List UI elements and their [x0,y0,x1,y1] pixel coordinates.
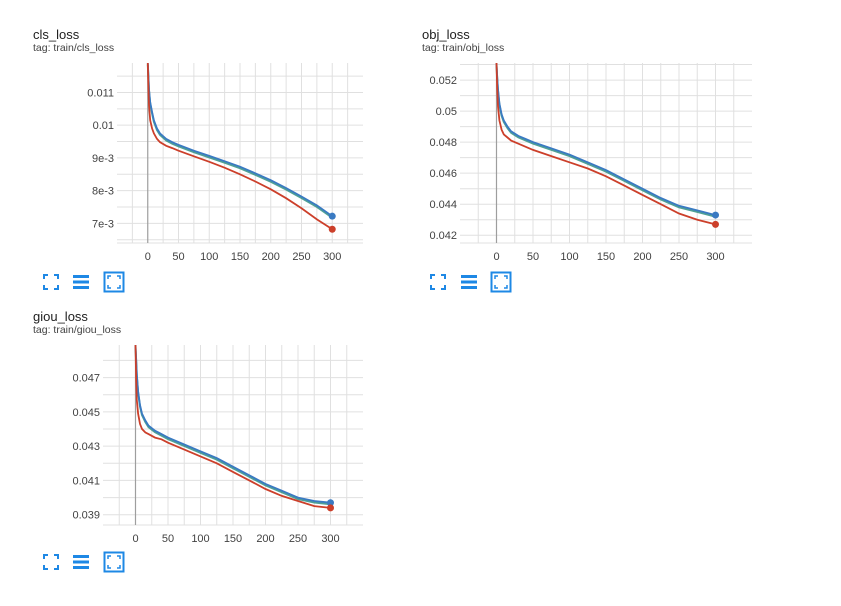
chart-tag: tag: train/cls_loss [33,42,115,54]
y-tick-label: 0.05 [436,106,457,118]
chart-title: obj_loss [422,27,470,42]
x-tick-label: 0 [493,251,499,263]
fullscreen-icon [430,274,446,290]
toggle-data-button[interactable] [71,272,91,292]
fit-domain-button[interactable] [490,271,512,293]
series-line-run_red[interactable] [146,62,333,231]
x-tick-label: 200 [633,251,651,263]
toggle-data-button[interactable] [459,272,479,292]
y-tick-label: 0.042 [429,230,457,242]
x-tick-label: 50 [527,251,539,263]
y-tick-label: 0.043 [72,441,100,453]
chart-tag: tag: train/obj_loss [422,42,505,54]
fit-domain-button[interactable] [103,271,125,293]
chart-card-cls-loss: cls_loss tag: train/cls_loss 7e-3 8e-3 9e-… [33,27,373,297]
x-tick-label: 0 [132,533,138,545]
y-tick-label: 0.039 [72,510,100,522]
series-endpoint-run_blue[interactable] [327,499,334,507]
series-endpoint-run_blue[interactable] [712,211,719,219]
series-line-run_red[interactable] [495,62,716,226]
chart-card-obj-loss: obj_loss tag: train/obj_loss 0.042 0.044 0… [422,27,762,297]
series-line-run_blue[interactable] [495,62,716,216]
x-tick-label: 300 [323,251,341,263]
chart-title: giou_loss [33,309,88,324]
y-tick-label: 7e-3 [92,218,114,230]
series-line-run_blue[interactable] [134,344,331,504]
x-tick-label: 150 [597,251,615,263]
x-tick-label: 300 [321,533,339,545]
y-tick-label: 0.048 [429,137,457,149]
series-endpoint-run_blue[interactable] [328,212,336,220]
series-endpoint-run_red[interactable] [327,504,334,512]
x-tick-label: 250 [670,251,688,263]
chart-plot-obj-loss[interactable]: 0.042 0.044 0.046 0.048 0.05 0.052 0 50 100 150 20… [422,27,762,267]
fullscreen-button[interactable] [428,272,448,292]
x-tick-label: 150 [231,251,249,263]
fit-domain-icon [103,551,125,573]
x-tick-label: 250 [289,533,307,545]
y-tick-label: 0.047 [72,373,100,385]
series-endpoint-run_red[interactable] [712,220,719,228]
y-tick-label: 8e-3 [92,186,114,198]
x-tick-label: 250 [292,251,310,263]
chart-plot-cls-loss[interactable]: 7e-3 8e-3 9e-3 0.01 0.011 0 50 100 150 200 250 300 [33,27,373,267]
data-table-icon [73,275,89,289]
chart-card-giou-loss: giou_loss tag: train/giou_loss 0.039 0.04… [33,309,373,579]
x-tick-label: 100 [191,533,209,545]
x-tick-label: 0 [145,251,151,263]
data-table-icon [73,555,89,569]
data-table-icon [461,275,477,289]
y-tick-label: 0.041 [72,475,100,487]
y-tick-label: 0.046 [429,168,457,180]
y-tick-label: 9e-3 [92,153,114,165]
fullscreen-icon [43,554,59,570]
y-tick-label: 0.044 [429,199,457,211]
chart-tag: tag: train/giou_loss [33,324,122,336]
fullscreen-button[interactable] [41,272,61,292]
y-tick-label: 0.052 [429,75,457,87]
x-tick-label: 50 [172,251,184,263]
series-endpoint-run_red[interactable] [328,225,336,233]
chart-title: cls_loss [33,27,80,42]
fullscreen-icon [43,274,59,290]
series-line-run_red[interactable] [134,344,331,509]
series-line-run_blue[interactable] [146,62,333,217]
x-tick-label: 150 [224,533,242,545]
y-tick-label: 0.045 [72,407,100,419]
toggle-data-button[interactable] [71,552,91,572]
x-tick-label: 100 [560,251,578,263]
y-tick-label: 0.01 [93,120,114,132]
fit-domain-icon [103,271,125,293]
fit-domain-button[interactable] [103,551,125,573]
y-tick-label: 0.011 [87,87,114,99]
fit-domain-icon [490,271,512,293]
x-tick-label: 200 [256,533,274,545]
x-tick-label: 200 [262,251,280,263]
chart-plot-giou-loss[interactable]: 0.039 0.041 0.043 0.045 0.047 0 50 100 150 200 250… [33,309,373,549]
fullscreen-button[interactable] [41,552,61,572]
x-tick-label: 50 [162,533,174,545]
x-tick-label: 300 [706,251,724,263]
x-tick-label: 100 [200,251,218,263]
